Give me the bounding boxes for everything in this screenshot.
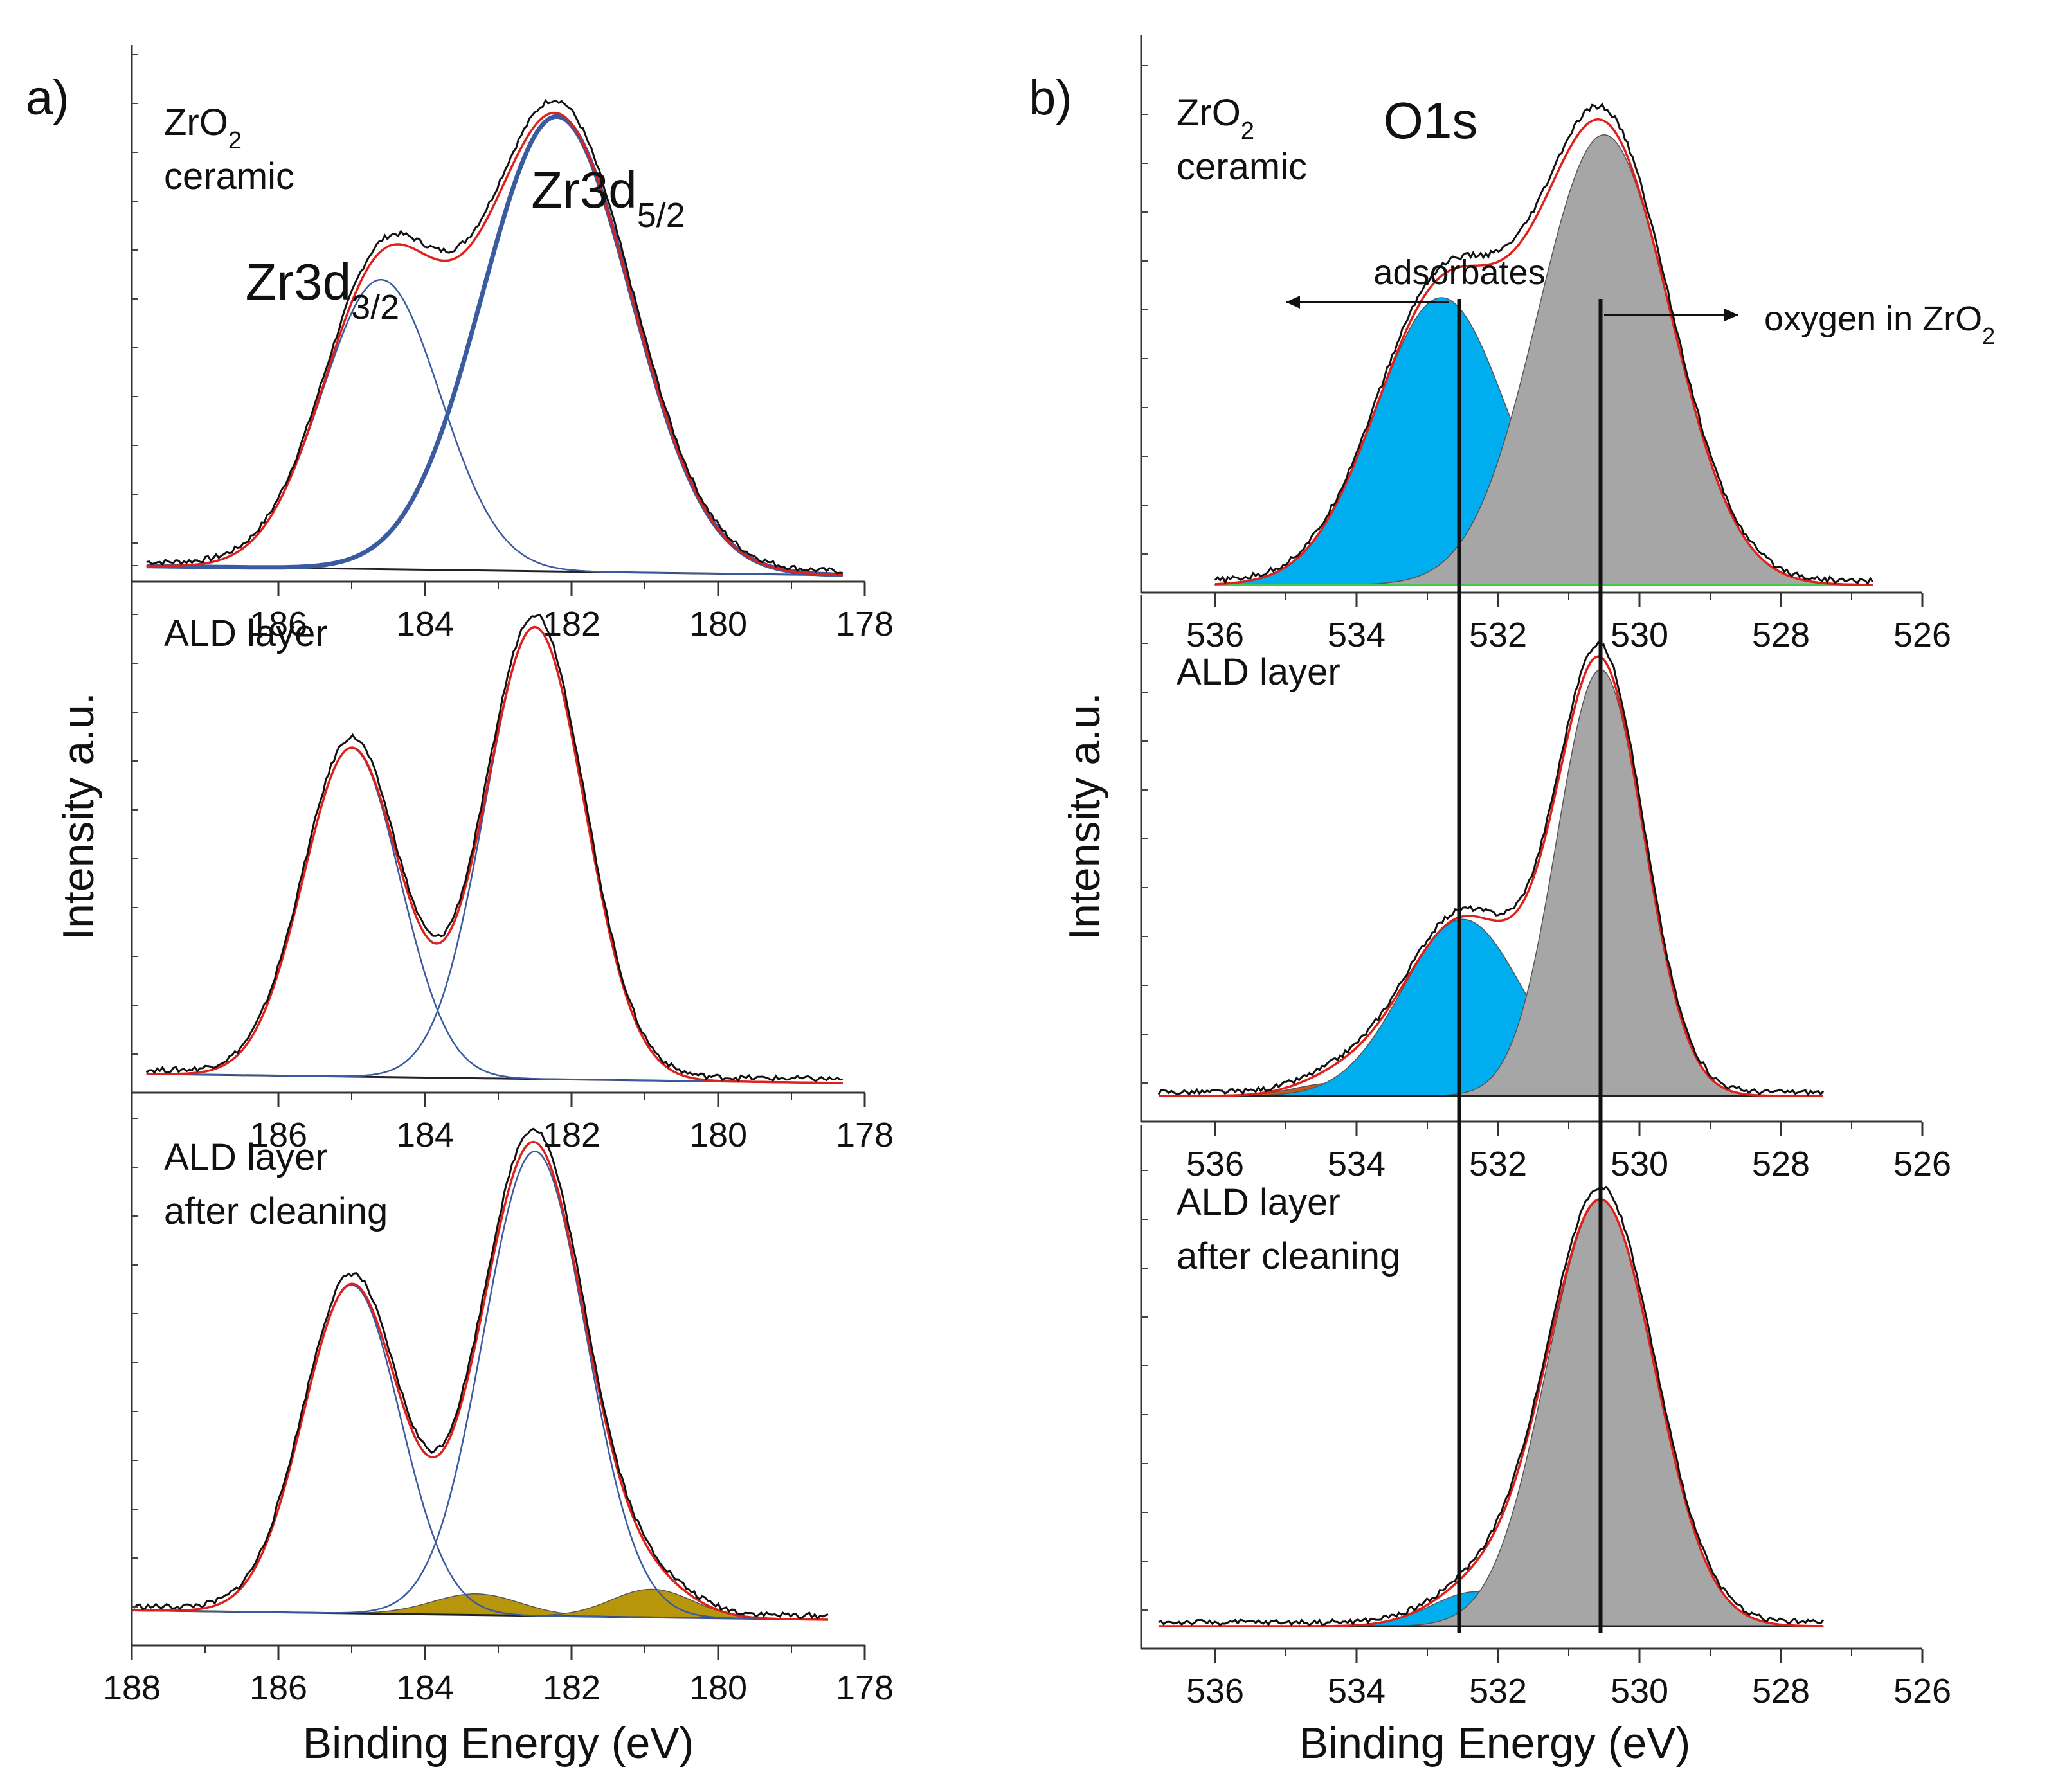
panel-a-1-envelope: [146, 111, 843, 577]
x-tick-label-182: 182: [543, 1669, 600, 1707]
panel-a-2-data: [145, 614, 843, 1082]
x-tick-label-526: 526: [1893, 1672, 1951, 1710]
subscript: 2: [228, 127, 242, 154]
x-tick-label-186: 186: [249, 1669, 307, 1707]
panel-a-1-data: [146, 98, 844, 575]
x-tick-label-178: 178: [836, 605, 894, 643]
panel-a-2-envelope: [146, 625, 843, 1084]
x-tick-label-186: 186: [249, 605, 307, 643]
x-tick-label-528: 528: [1752, 1672, 1810, 1710]
plot-area: 186 184 182 180 178ZrO2ceramicZr3d3/2Zr3d5/2…: [103, 35, 1951, 1710]
panel-b-2-data: [1157, 640, 1825, 1097]
panel-a-3-component-zr3d5/2: [131, 1151, 829, 1621]
panel-a-3-envelope: [132, 1140, 829, 1621]
x-tick-label-184: 184: [396, 1669, 454, 1707]
panel-b-3-label-line-2: after cleaning: [1177, 1235, 1400, 1277]
x-tick-label-186: 186: [249, 1116, 307, 1154]
panel-a-ylabel: Intensity a.u.: [54, 692, 103, 940]
x-tick-label-536: 536: [1186, 616, 1244, 654]
x-tick-label-532: 532: [1469, 1145, 1527, 1183]
panel-a-2-label-line-1: ALD layer: [164, 613, 328, 654]
x-tick-label-182: 182: [543, 605, 600, 643]
x-tick-label-180: 180: [689, 605, 747, 643]
x-tick-label-534: 534: [1328, 1145, 1386, 1183]
panel-b-ylabel: Intensity a.u.: [1060, 692, 1109, 940]
panel-b-label: b): [1029, 71, 1072, 125]
panel-a-3-label-line-2: after cleaning: [164, 1190, 388, 1232]
panel-b-1-envelope: [1214, 118, 1873, 586]
x-tick-label-532: 532: [1469, 616, 1527, 654]
panel-b-1-data: [1214, 102, 1874, 586]
annotation-arrowhead-right: [1724, 309, 1738, 321]
x-tick-label-180: 180: [689, 1116, 747, 1154]
panel-b-3-label-line-1: ALD layer: [1177, 1181, 1340, 1223]
panel-b-title: O1s: [1384, 92, 1478, 149]
x-tick-label-530: 530: [1611, 616, 1668, 654]
x-tick-label-184: 184: [396, 605, 454, 643]
x-tick-label-532: 532: [1469, 1672, 1527, 1710]
x-tick-label-528: 528: [1752, 616, 1810, 654]
x-tick-label-178: 178: [836, 1116, 894, 1154]
x-tick-label-536: 536: [1186, 1145, 1244, 1183]
panel-b-xlabel: Binding Energy (eV): [1299, 1719, 1691, 1768]
annotation-arrowhead-left: [1286, 296, 1300, 309]
x-tick-label-178: 178: [836, 1669, 894, 1707]
panel-b-3-envelope: [1159, 1197, 1824, 1627]
x-tick-label-180: 180: [689, 1669, 747, 1707]
panel-a-label: a): [26, 71, 69, 125]
peak-label-subscript: 5/2: [637, 196, 685, 235]
subscript: 2: [1982, 323, 1995, 349]
peak-label-subscript: 3/2: [351, 288, 399, 327]
x-tick-label-534: 534: [1328, 1672, 1386, 1710]
panel-a-1-label-line-2: ceramic: [164, 156, 294, 197]
panel-b-1-label-line-2: ceramic: [1177, 146, 1307, 188]
x-tick-label-528: 528: [1752, 1145, 1810, 1183]
subscript: 2: [1241, 118, 1254, 145]
x-tick-label-526: 526: [1893, 1145, 1951, 1183]
x-tick-label-530: 530: [1611, 1145, 1668, 1183]
x-tick-label-182: 182: [543, 1116, 600, 1154]
x-tick-label-536: 536: [1186, 1672, 1244, 1710]
x-tick-label-188: 188: [103, 1669, 161, 1707]
panel-a-xlabel: Binding Energy (eV): [303, 1719, 694, 1768]
panel-b-2-label-line-1: ALD layer: [1177, 651, 1340, 693]
panel-b-2-envelope: [1159, 655, 1823, 1097]
panel-a-3-data: [131, 1127, 829, 1620]
panel-a-3-label-line-1: ALD layer: [164, 1136, 328, 1178]
x-tick-label-530: 530: [1611, 1672, 1668, 1710]
x-tick-label-534: 534: [1328, 616, 1386, 654]
x-tick-label-526: 526: [1893, 616, 1951, 654]
annotation-adsorbates: adsorbates: [1373, 253, 1545, 292]
x-tick-label-184: 184: [396, 1116, 454, 1154]
panel-b-3-data: [1158, 1184, 1825, 1626]
